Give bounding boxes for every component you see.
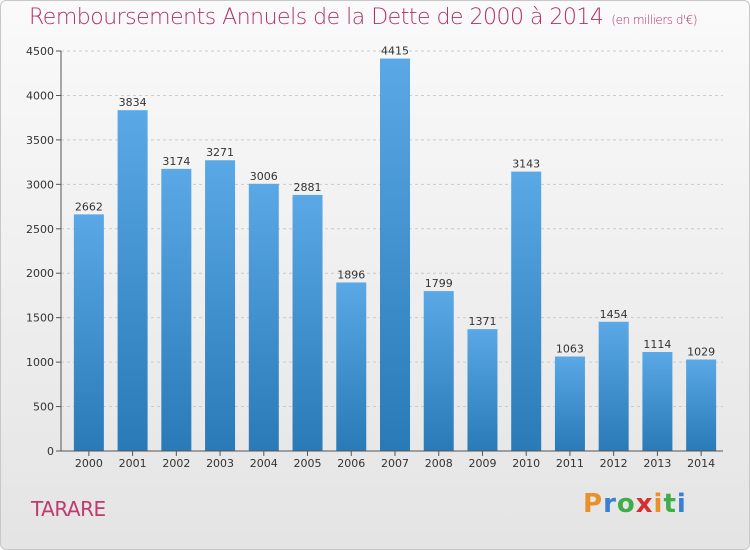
x-axis-ticks: 2000 2001 2002 2003 2004 2005 2006 2007 2008 2009… bbox=[75, 451, 715, 470]
x-tick-label: 2010 bbox=[512, 457, 540, 470]
x-tick-label: 2000 bbox=[75, 457, 103, 470]
bar-2007 bbox=[380, 58, 410, 452]
bar-2010 bbox=[511, 171, 542, 451]
axes bbox=[60, 51, 723, 452]
y-axis-ticks: 0 500 1000 1500 2000 2500 3000 3500 4000 4500 bbox=[26, 45, 61, 458]
logo-letter: t bbox=[663, 489, 677, 519]
x-tick-label: 2007 bbox=[381, 457, 409, 470]
chart-title: Remboursements Annuels de la Dette de 20… bbox=[29, 5, 698, 30]
bar-2004 bbox=[248, 183, 279, 452]
y-tick-label: 4000 bbox=[26, 89, 54, 102]
bar-2000 bbox=[73, 214, 104, 451]
chart-subtitle: (en milliers d'€) bbox=[611, 13, 698, 27]
bar-2011 bbox=[554, 356, 585, 451]
x-tick-label: 2009 bbox=[468, 457, 496, 470]
logo-letter: P bbox=[583, 489, 604, 519]
city-label: TARARE bbox=[31, 497, 106, 521]
bar-value-label: 2662 bbox=[75, 200, 103, 213]
bar-2012 bbox=[598, 321, 629, 451]
bar-value-label: 3174 bbox=[162, 155, 190, 168]
y-tick-label: 4500 bbox=[26, 45, 54, 58]
y-tick-label: 2000 bbox=[26, 267, 54, 280]
y-tick-label: 0 bbox=[47, 445, 54, 458]
x-tick-label: 2013 bbox=[643, 457, 671, 470]
logo-letter: r bbox=[603, 489, 617, 519]
y-tick-label: 1500 bbox=[26, 312, 54, 325]
x-tick-label: 2011 bbox=[556, 457, 584, 470]
bar-value-label: 1799 bbox=[425, 277, 453, 290]
y-tick-label: 1000 bbox=[26, 356, 54, 369]
bar-2009 bbox=[467, 329, 498, 451]
bar-value-label: 3143 bbox=[512, 158, 540, 171]
logo-letter: i bbox=[676, 489, 687, 519]
x-tick-label: 2003 bbox=[206, 457, 234, 470]
x-tick-label: 2012 bbox=[600, 457, 628, 470]
bars: 2662 3834 3174 3271 3006 2881 1896 4415 1799 1371… bbox=[73, 45, 717, 452]
x-tick-label: 2001 bbox=[119, 457, 147, 470]
logo-letter: o bbox=[616, 489, 636, 519]
bar-value-label: 1114 bbox=[643, 338, 671, 351]
bar-value-label: 1029 bbox=[687, 346, 715, 359]
y-tick-label: 3000 bbox=[26, 178, 54, 191]
bar-value-label: 1371 bbox=[468, 315, 496, 328]
x-tick-label: 2002 bbox=[162, 457, 190, 470]
bar-2001 bbox=[117, 110, 148, 451]
bar-value-label: 1896 bbox=[337, 268, 365, 281]
x-tick-label: 2008 bbox=[425, 457, 453, 470]
x-tick-label: 2006 bbox=[337, 457, 365, 470]
logo-letter: x bbox=[635, 489, 654, 519]
bar-2008 bbox=[423, 291, 454, 451]
bar-value-label: 1063 bbox=[556, 343, 584, 356]
y-tick-label: 3500 bbox=[26, 134, 54, 147]
bar-value-label: 1454 bbox=[600, 308, 628, 321]
bar-2006 bbox=[336, 282, 367, 451]
bar-2013 bbox=[642, 351, 673, 451]
x-tick-label: 2005 bbox=[294, 457, 322, 470]
bar-value-label: 4415 bbox=[381, 45, 409, 58]
bar-2014 bbox=[686, 359, 717, 451]
x-tick-label: 2004 bbox=[250, 457, 278, 470]
y-tick-label: 500 bbox=[33, 401, 54, 414]
bar-2003 bbox=[205, 160, 236, 451]
proxiti-logo: Proxiti bbox=[583, 489, 687, 519]
bar-value-label: 3271 bbox=[206, 146, 234, 159]
bar-2002 bbox=[161, 168, 192, 451]
bar-value-label: 3834 bbox=[119, 96, 147, 109]
bar-value-label: 3006 bbox=[250, 170, 278, 183]
bar-value-label: 2881 bbox=[294, 181, 322, 194]
chart-title-text: Remboursements Annuels de la Dette de 20… bbox=[29, 5, 604, 30]
bar-2005 bbox=[292, 194, 323, 451]
logo-letter: i bbox=[653, 489, 664, 519]
x-tick-label: 2014 bbox=[687, 457, 715, 470]
y-tick-label: 2500 bbox=[26, 223, 54, 236]
